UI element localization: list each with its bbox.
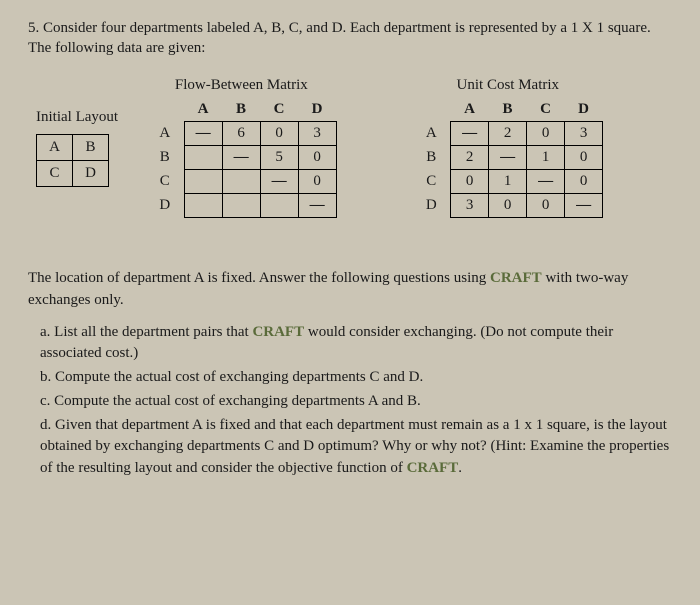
cell: 0 [298,170,336,194]
cell: 0 [489,194,527,218]
craft-keyword: CRAFT [490,270,542,286]
cell: 0 [527,194,565,218]
problem-number: 5. [28,20,39,36]
layout-cell: C [37,160,73,186]
cell: 3 [451,194,489,218]
cell: 1 [489,170,527,194]
cost-matrix-block: Unit Cost Matrix A B C D A — 2 0 3 B 2 —… [413,77,604,219]
cell: 0 [298,146,336,170]
cell: 0 [451,170,489,194]
col-header: B [222,98,260,122]
text: d. Given that department A is fixed and … [40,417,669,477]
question-c: c. Compute the actual cost of exchanging… [40,391,672,413]
cell: — [489,146,527,170]
question-b: b. Compute the actual cost of exchanging… [40,367,672,389]
col-header: A [184,98,222,122]
craft-keyword: CRAFT [252,324,304,340]
cell [222,194,260,218]
cell: — [298,194,336,218]
cell: 0 [260,122,298,146]
cell: 2 [451,146,489,170]
layout-cell: D [73,160,109,186]
col-header: C [527,98,565,122]
row-header: C [413,170,451,194]
row-header: C [146,170,184,194]
text: a. List all the department pairs that [40,324,252,340]
cell [184,146,222,170]
cost-matrix-title: Unit Cost Matrix [457,77,560,94]
flow-matrix-title: Flow-Between Matrix [175,77,308,94]
layout-cell: B [73,134,109,160]
row-header: D [146,194,184,218]
problem-intro: 5. Consider four departments labeled A, … [28,18,672,59]
row-header: A [413,122,451,146]
col-header: C [260,98,298,122]
cell: 0 [527,122,565,146]
question-list: a. List all the department pairs that CR… [40,322,672,480]
cell: — [565,194,603,218]
col-header: A [451,98,489,122]
cell: — [184,122,222,146]
initial-layout-block: Initial Layout A B C D [36,109,118,187]
cell: 1 [527,146,565,170]
question-body: The location of department A is fixed. A… [28,268,672,480]
col-header: D [298,98,336,122]
cell [260,194,298,218]
cell: 3 [565,122,603,146]
col-header: D [565,98,603,122]
cell: 2 [489,122,527,146]
question-a: a. List all the department pairs that CR… [40,322,672,366]
cell: — [260,170,298,194]
row-header: D [413,194,451,218]
cell: 6 [222,122,260,146]
cell [184,170,222,194]
intro-text: Consider four departments labeled A, B, … [28,20,651,56]
paragraph-1: The location of department A is fixed. A… [28,268,672,312]
text: . [458,460,462,476]
question-d: d. Given that department A is fixed and … [40,415,672,480]
row-header: B [413,146,451,170]
row-header: A [146,122,184,146]
initial-layout-grid: A B C D [36,134,109,187]
cell: 5 [260,146,298,170]
matrices-row: Initial Layout A B C D Flow-Between Matr… [36,77,672,219]
cell: 0 [565,146,603,170]
row-header: B [146,146,184,170]
cell [184,194,222,218]
craft-keyword: CRAFT [407,460,459,476]
cell [222,170,260,194]
layout-cell: A [37,134,73,160]
initial-layout-label: Initial Layout [36,109,118,126]
cell: — [222,146,260,170]
flow-matrix-table: A B C D A — 6 0 3 B — 5 0 C [146,98,337,219]
flow-matrix-block: Flow-Between Matrix A B C D A — 6 0 3 B … [146,77,337,219]
cell: — [451,122,489,146]
cell: 3 [298,122,336,146]
col-header: B [489,98,527,122]
cost-matrix-table: A B C D A — 2 0 3 B 2 — 1 0 C 0 [413,98,604,219]
cell: — [527,170,565,194]
text: The location of department A is fixed. A… [28,270,490,286]
cell: 0 [565,170,603,194]
